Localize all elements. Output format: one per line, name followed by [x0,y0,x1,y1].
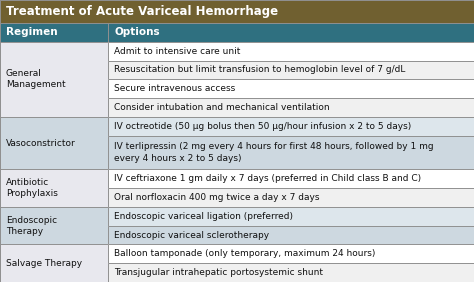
Bar [108,226,474,244]
Bar [108,79,474,98]
Text: Endoscopic variceal ligation (preferred): Endoscopic variceal ligation (preferred) [114,212,293,221]
Bar [108,117,474,136]
Bar [0,244,108,282]
Bar [0,117,108,169]
Bar [0,207,108,244]
Bar [0,42,108,117]
Text: Balloon tamponade (only temporary, maximum 24 hours): Balloon tamponade (only temporary, maxim… [114,249,375,258]
Bar [108,98,474,117]
Text: Endoscopic variceal sclerotherapy: Endoscopic variceal sclerotherapy [114,230,269,239]
Text: Salvage Therapy: Salvage Therapy [6,259,82,268]
Bar [0,117,108,169]
Bar [0,169,108,207]
Text: Secure intravenous access: Secure intravenous access [114,84,235,93]
Bar [108,169,474,188]
Text: Antibiotic
Prophylaxis: Antibiotic Prophylaxis [6,178,58,198]
Bar [0,0,474,23]
Bar [0,42,108,117]
Text: General
Management: General Management [6,69,65,89]
Bar [108,61,474,79]
Bar [108,117,474,136]
Text: Oral norfloxacin 400 mg twice a day x 7 days: Oral norfloxacin 400 mg twice a day x 7 … [114,193,319,202]
Bar [108,263,474,282]
Bar [108,136,474,169]
Bar [108,98,474,117]
Bar [108,207,474,226]
Text: Consider intubation and mechanical ventilation: Consider intubation and mechanical venti… [114,103,330,112]
Bar [108,42,474,61]
Bar [108,226,474,244]
Bar [108,79,474,98]
Text: Transjugular intrahepatic portosystemic shunt: Transjugular intrahepatic portosystemic … [114,268,323,277]
Bar [108,244,474,263]
Text: Endoscopic
Therapy: Endoscopic Therapy [6,215,57,236]
Bar [108,23,474,42]
Bar [108,23,474,42]
Bar [0,169,108,207]
Text: Regimen: Regimen [6,27,58,38]
Text: Treatment of Acute Variceal Hemorrhage: Treatment of Acute Variceal Hemorrhage [6,5,278,18]
Text: IV terlipressin (2 mg every 4 hours for first 48 hours, followed by 1 mg
every 4: IV terlipressin (2 mg every 4 hours for … [114,142,434,162]
Bar [108,244,474,263]
Bar [0,23,108,42]
Text: IV ceftriaxone 1 gm daily x 7 days (preferred in Child class B and C): IV ceftriaxone 1 gm daily x 7 days (pref… [114,174,421,183]
Bar [108,188,474,207]
Bar [108,61,474,79]
Bar [108,42,474,61]
Bar [108,136,474,169]
Bar [0,207,108,244]
Text: Options: Options [114,27,160,38]
Text: Vasoconstrictor: Vasoconstrictor [6,138,76,147]
Text: Resuscitation but limit transfusion to hemoglobin level of 7 g/dL: Resuscitation but limit transfusion to h… [114,65,405,74]
Bar [108,169,474,188]
Bar [0,0,474,23]
Bar [108,188,474,207]
Text: Admit to intensive care unit: Admit to intensive care unit [114,47,240,56]
Bar [108,207,474,226]
Text: IV octreotide (50 μg bolus then 50 μg/hour infusion x 2 to 5 days): IV octreotide (50 μg bolus then 50 μg/ho… [114,122,411,131]
Bar [108,263,474,282]
Bar [0,23,108,42]
Bar [0,244,108,282]
